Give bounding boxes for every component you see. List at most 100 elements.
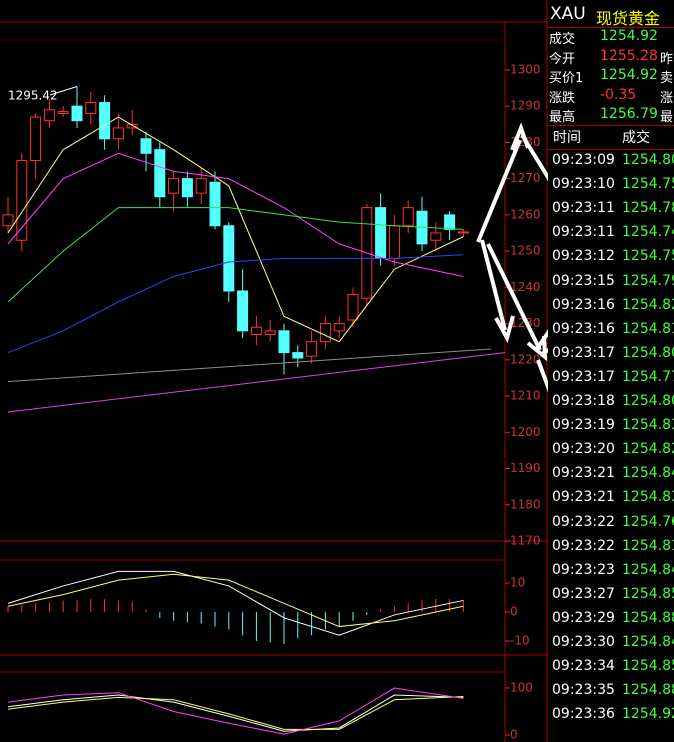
- y-tick-label: 1180: [510, 497, 541, 511]
- candle-body: [402, 207, 414, 227]
- candle-body: [444, 214, 456, 230]
- arrow: [486, 243, 548, 362]
- tick-price: 1254.83: [622, 417, 674, 434]
- candle-body: [154, 149, 166, 198]
- candle-body: [306, 341, 318, 357]
- y-tick-label: 1190: [510, 461, 541, 475]
- tick-price: 1254.81: [622, 320, 674, 337]
- candle-body: [333, 323, 345, 332]
- y-tick-label: 1170: [510, 534, 541, 548]
- quote-label: 买价1: [549, 71, 584, 86]
- tick-time: 09:23:17: [552, 368, 615, 385]
- divider: [548, 149, 674, 150]
- tick-price: 1254.84: [622, 465, 674, 482]
- candle-body: [223, 225, 235, 292]
- y-tick-label: 1250: [510, 244, 541, 258]
- tick-time: 09:23:21: [552, 489, 615, 506]
- candle-body: [85, 102, 97, 114]
- candle-body: [2, 214, 14, 227]
- quote-label: 成交: [549, 32, 576, 47]
- tick-time: 09:23:15: [552, 272, 615, 289]
- tick-price: 1254.85: [622, 658, 674, 675]
- tick-price: 1254.83: [622, 489, 674, 506]
- tick-price: 1254.82: [622, 441, 674, 458]
- candle-body: [347, 294, 359, 321]
- y-tick-label: 1210: [510, 389, 541, 403]
- tick-price: 1254.80: [622, 393, 674, 409]
- candle-body: [43, 109, 55, 122]
- tick-time: 09:23:09: [552, 152, 615, 168]
- indicator-line: [7, 254, 464, 354]
- tick-time: 09:23:23: [552, 561, 615, 578]
- y-tick-label: 0: [510, 727, 518, 741]
- tick-time: 09:23:16: [552, 296, 615, 313]
- candle-body: [292, 352, 304, 359]
- indicator-line: [7, 695, 464, 730]
- tick-time: 09:23:36: [552, 706, 615, 723]
- tick-price: 1254.80: [622, 152, 674, 168]
- candle-body: [278, 330, 290, 354]
- tick-price: 1254.88: [622, 682, 674, 699]
- tick-price: 1254.78: [622, 200, 674, 217]
- tick-time: 09:23:30: [552, 634, 615, 650]
- quote-value: 1254.92: [600, 67, 658, 83]
- candle-body: [181, 178, 193, 198]
- candle-body: [319, 323, 331, 343]
- quote-extra: 最: [660, 110, 674, 125]
- candle-body: [457, 231, 469, 234]
- quote-label: 今开: [549, 51, 576, 67]
- indicator-line: [7, 152, 464, 277]
- tick-time: 09:23:22: [552, 537, 615, 554]
- tick-time: 09:23:21: [552, 465, 615, 482]
- tick-time: 09:23:22: [552, 513, 615, 530]
- tick-price: 1254.80: [622, 344, 674, 361]
- tick-time: 09:23:35: [552, 682, 615, 699]
- candle-body: [195, 178, 207, 194]
- tick-time: 09:23:10: [552, 176, 615, 193]
- candle-body: [168, 178, 180, 194]
- arrow: [520, 133, 548, 182]
- candle-body: [112, 127, 124, 140]
- indicator-line: [7, 694, 464, 732]
- tick-time: 09:23:16: [552, 320, 615, 337]
- tick-time: 09:23:20: [552, 441, 615, 458]
- candle-body: [430, 232, 442, 241]
- candle-body: [16, 160, 28, 241]
- max-label: 1295.42: [8, 89, 58, 103]
- y-tick-label: 1200: [510, 425, 541, 439]
- y-tick-label: 1270: [510, 171, 541, 185]
- table-header: 时间: [553, 130, 581, 146]
- quote-value: 1255.28: [600, 47, 658, 64]
- quote-panel: XAU 现货黄金 成交 1254.92 今开 1255.28 昨买价1 1254.92 卖涨跌 -…: [548, 0, 674, 742]
- y-tick-label: 100: [510, 681, 533, 695]
- y-tick-label: 1300: [510, 62, 541, 76]
- tick-price: 1254.76: [622, 513, 674, 530]
- tick-time: 09:23:11: [552, 224, 615, 241]
- candle-body: [126, 123, 138, 129]
- annotation-arrows: [476, 122, 548, 393]
- indicator-line: [7, 116, 464, 343]
- indicator-line: [7, 573, 464, 628]
- quote-extra: 涨: [660, 90, 674, 106]
- tick-price: 1254.92: [622, 706, 674, 723]
- quote-label: 最高: [549, 110, 576, 125]
- tick-price: 1254.85: [622, 585, 674, 602]
- tick-time: 09:23:29: [552, 609, 615, 626]
- symbol: XAU: [550, 4, 586, 24]
- y-tick-label: -10: [510, 634, 530, 648]
- y-tick-label: 1290: [510, 99, 541, 113]
- candle-body: [375, 207, 387, 259]
- tick-time: 09:23:11: [552, 200, 615, 217]
- tick-price: 1254.84: [622, 634, 674, 650]
- tick-time: 09:23:12: [552, 248, 615, 265]
- tick-price: 1254.74: [622, 224, 674, 241]
- chart-area: 1170118011901200121012201230124012501260…: [0, 0, 548, 742]
- indicator-line: [7, 570, 464, 636]
- max-pointer: [49, 86, 78, 96]
- tick-time: 09:23:34: [552, 658, 615, 675]
- tick-price: 1254.82: [622, 296, 674, 313]
- y-tick-label: 1220: [510, 352, 541, 366]
- y-tick-label: 0: [510, 605, 518, 619]
- name: 现货黄金: [596, 9, 661, 28]
